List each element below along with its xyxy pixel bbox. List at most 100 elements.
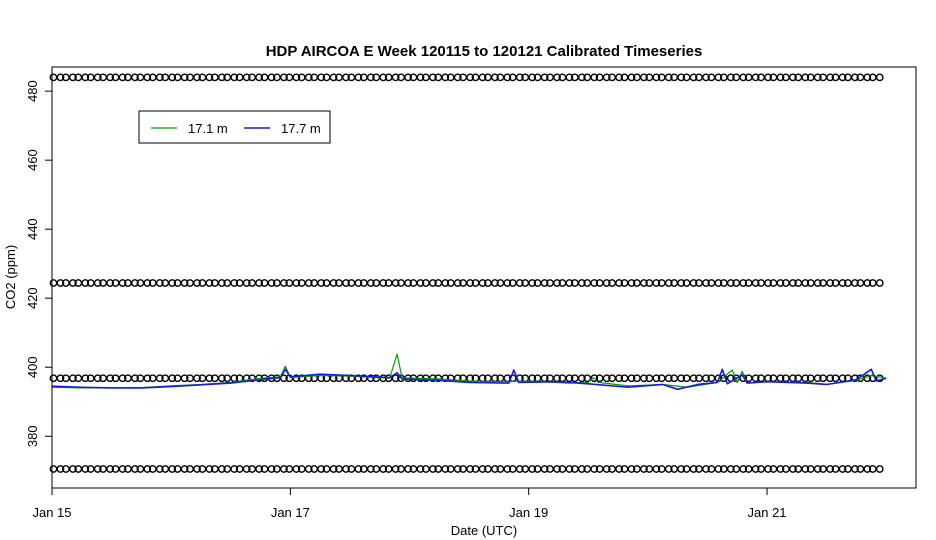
calibration-marker [615, 73, 623, 82]
calibration-marker [851, 279, 859, 287]
calibration-marker [627, 465, 636, 473]
calibration-marker [391, 374, 400, 383]
calibration-marker [726, 465, 735, 473]
calibration-marker [602, 73, 611, 82]
calibration-marker [764, 465, 772, 473]
calibration-marker [93, 73, 102, 82]
calibration-marker [776, 465, 785, 473]
calibration-marker [354, 465, 363, 473]
x-axis-label: Date (UTC) [451, 523, 517, 538]
calibration-marker [242, 73, 251, 82]
calibration-marker [329, 279, 338, 287]
calibration-marker [205, 465, 214, 473]
calibration-marker [404, 465, 412, 473]
calibration-marker [168, 279, 177, 287]
calibration-marker [217, 465, 226, 473]
calibration-marker [664, 279, 673, 287]
calibration-marker [553, 465, 561, 473]
calibration-marker [851, 73, 859, 82]
calibration-marker [93, 465, 102, 473]
calibration-marker [155, 73, 164, 82]
calibration-marker [503, 279, 512, 287]
calibration-marker [875, 465, 884, 473]
calibration-marker [726, 73, 735, 82]
calibration-marker [503, 465, 512, 473]
calibration-marker [366, 279, 375, 287]
calibration-marker [267, 465, 276, 473]
calibration-marker [652, 73, 661, 82]
calibration-marker [49, 374, 58, 383]
y-axis: 380 400 420 440 460 480 [25, 80, 53, 447]
calibration-marker [168, 374, 177, 383]
calibration-marker [180, 374, 189, 383]
calibration-marker [366, 465, 375, 473]
calibration-marker [255, 73, 263, 82]
calibration-marker [416, 279, 425, 287]
calibration-marker [677, 73, 686, 82]
calibration-marker [49, 279, 58, 287]
calibration-marker [391, 279, 400, 287]
calibration-marker [640, 465, 648, 473]
calibration-marker [640, 279, 648, 287]
calibration-marker [739, 279, 748, 287]
calibration-marker [714, 279, 723, 287]
calibration-marker [640, 73, 648, 82]
y-tick-label: 480 [25, 80, 40, 102]
calibration-marker [826, 73, 835, 82]
calibration-marker [739, 73, 748, 82]
calibration-marker [751, 279, 760, 287]
chart-title: HDP AIRCOA E Week 120115 to 120121 Calib… [266, 43, 703, 60]
calibration-marker [428, 279, 437, 287]
calibration-marker [515, 465, 524, 473]
calibration-marker [217, 279, 226, 287]
calibration-marker [193, 374, 201, 383]
legend-label-2: 17.7 m [281, 121, 321, 136]
calibration-marker [689, 465, 698, 473]
calibration-marker [813, 73, 822, 82]
calibration-marker [875, 279, 884, 287]
calibration-marker [155, 279, 164, 287]
y-tick-label: 440 [25, 218, 40, 240]
calibration-marker [702, 279, 710, 287]
calibration-marker [590, 374, 599, 383]
calibration-marker [416, 465, 425, 473]
calibration-marker [702, 73, 710, 82]
calibration-marker [180, 465, 189, 473]
calibration-marker [826, 374, 835, 383]
calibration-marker [217, 73, 226, 82]
calibration-marker [168, 465, 177, 473]
calibration-marker [565, 279, 574, 287]
y-tick-label: 380 [25, 425, 40, 447]
calibration-marker [255, 465, 263, 473]
calibration-marker [342, 465, 350, 473]
calibration-marker [441, 279, 450, 287]
y-tick-label: 420 [25, 287, 40, 309]
calibration-marker [453, 73, 462, 82]
calibration-marker [118, 279, 127, 287]
calibration-marker [93, 374, 102, 383]
calibration-marker [317, 465, 326, 473]
calibration-marker [776, 73, 785, 82]
calibration-marker [453, 279, 462, 287]
calibration-marker [590, 279, 599, 287]
calibration-marker [379, 279, 388, 287]
calibration-marker [689, 73, 698, 82]
calibration-marker [590, 465, 599, 473]
calibration-marker [863, 279, 872, 287]
calibration-marker [813, 374, 822, 383]
calibration-marker [329, 73, 338, 82]
calibration-marker [801, 279, 810, 287]
calibration-marker [441, 465, 450, 473]
series-lines [51, 353, 887, 391]
calibration-marker [764, 73, 772, 82]
calibration-marker [602, 279, 611, 287]
calibration-marker [404, 279, 412, 287]
calibration-marker [677, 465, 686, 473]
calibration-marker [354, 73, 363, 82]
calibration-marker [863, 465, 872, 473]
calibration-marker [342, 279, 350, 287]
calibration-marker [491, 465, 499, 473]
calibration-marker [304, 465, 313, 473]
calibration-marker [491, 73, 499, 82]
